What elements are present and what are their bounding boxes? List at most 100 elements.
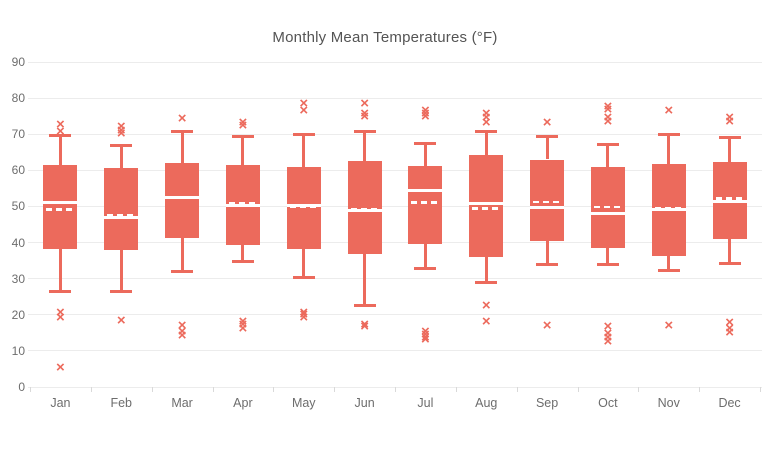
x-axis-label-dec: Dec: [718, 396, 741, 410]
x-axis-label-aug: Aug: [475, 396, 498, 410]
outlier-marker-jul[interactable]: ×: [421, 328, 430, 346]
outlier-marker-jan[interactable]: ×: [56, 116, 65, 134]
outlier-marker-sep[interactable]: ×: [542, 316, 552, 334]
outlier-marker-aug[interactable]: ×: [481, 312, 491, 330]
boxplot-box-may[interactable]: [286, 167, 321, 250]
whisker-upper-feb: [119, 145, 123, 168]
x-axis-tick: [30, 387, 31, 392]
whisker-cap-upper-may: [292, 133, 315, 137]
outlier-marker-mar[interactable]: ×: [177, 109, 187, 127]
outlier-marker-sep[interactable]: ×: [542, 113, 552, 131]
x-axis-label-may: May: [291, 396, 316, 410]
outlier-marker-apr[interactable]: ×: [238, 320, 248, 338]
outlier-marker-aug[interactable]: ×: [481, 297, 491, 315]
whisker-upper-nov: [667, 134, 671, 164]
outlier-marker-aug[interactable]: ×: [481, 113, 491, 131]
x-axis-tick: [90, 387, 92, 392]
outlier-marker-jan[interactable]: ×: [56, 309, 65, 327]
whisker-cap-upper-aug: [475, 130, 498, 134]
median-line-may: [286, 203, 321, 207]
boxplot-box-feb[interactable]: [104, 167, 139, 251]
outlier-marker-nov[interactable]: ×: [664, 316, 674, 334]
outlier-marker-jun[interactable]: ×: [360, 315, 369, 333]
outlier-marker-feb[interactable]: ×: [116, 117, 126, 135]
outlier-marker-apr[interactable]: ×: [238, 312, 248, 330]
outlier-marker-jun[interactable]: ×: [360, 318, 369, 336]
boxplot-box-jan[interactable]: [43, 164, 78, 250]
whisker-upper-may: [302, 134, 306, 168]
boxplot-box-jul[interactable]: [408, 166, 443, 244]
outlier-marker-dec[interactable]: ×: [725, 113, 734, 131]
x-axis-tick: [760, 387, 761, 392]
outlier-marker-oct[interactable]: ×: [603, 113, 613, 131]
whisker-cap-lower-oct: [596, 262, 619, 266]
whisker-cap-lower-jun: [353, 304, 376, 308]
outlier-marker-oct[interactable]: ×: [603, 333, 613, 351]
whisker-cap-upper-apr: [231, 134, 254, 138]
outlier-marker-dec[interactable]: ×: [725, 314, 734, 332]
boxplot-box-mar[interactable]: [165, 162, 200, 238]
outlier-marker-feb[interactable]: ×: [116, 121, 126, 139]
outlier-marker-oct[interactable]: ×: [603, 108, 613, 126]
outlier-marker-nov[interactable]: ×: [664, 102, 674, 120]
outlier-marker-jul[interactable]: ×: [421, 325, 430, 343]
outlier-marker-oct[interactable]: ×: [603, 100, 613, 118]
outlier-marker-dec[interactable]: ×: [725, 319, 734, 337]
outlier-marker-apr[interactable]: ×: [238, 114, 248, 132]
outlier-marker-feb[interactable]: ×: [116, 311, 126, 329]
outlier-marker-aug[interactable]: ×: [481, 108, 491, 126]
x-axis-label-jan: Jan: [50, 396, 71, 410]
outlier-marker-jun[interactable]: ×: [360, 104, 369, 122]
outlier-marker-jan[interactable]: ×: [56, 303, 65, 321]
outlier-marker-oct[interactable]: ×: [603, 329, 613, 347]
boxplot-box-sep[interactable]: [530, 159, 565, 242]
gridline: [28, 133, 762, 135]
outlier-marker-feb[interactable]: ×: [116, 125, 126, 143]
outlier-marker-dec[interactable]: ×: [725, 109, 734, 127]
y-axis-tick-label: 40: [11, 235, 25, 250]
median-line-sep: [530, 206, 565, 210]
outlier-marker-jun[interactable]: ×: [360, 108, 369, 126]
x-axis-label-feb: Feb: [110, 396, 133, 410]
outlier-marker-may[interactable]: ×: [299, 303, 309, 321]
whisker-upper-oct: [606, 143, 610, 167]
whisker-upper-jul: [423, 142, 427, 166]
outlier-marker-jan[interactable]: ×: [56, 123, 65, 141]
outlier-marker-jul[interactable]: ×: [421, 102, 430, 120]
median-line-apr: [225, 203, 260, 207]
outlier-marker-jul[interactable]: ×: [421, 330, 430, 348]
whisker-upper-jun: [363, 131, 367, 161]
outlier-marker-oct[interactable]: ×: [603, 318, 613, 336]
outlier-marker-jul[interactable]: ×: [421, 107, 430, 125]
outlier-marker-may[interactable]: ×: [299, 102, 309, 120]
whisker-lower-feb: [119, 250, 123, 292]
boxplot-box-jun[interactable]: [347, 160, 382, 255]
outlier-marker-jul[interactable]: ×: [421, 105, 430, 123]
whisker-cap-upper-jul: [414, 141, 437, 145]
outlier-marker-aug[interactable]: ×: [481, 105, 491, 123]
x-axis-label-apr: Apr: [233, 396, 253, 410]
outlier-marker-oct[interactable]: ×: [603, 98, 613, 116]
boxplot-box-aug[interactable]: [469, 154, 504, 258]
outlier-marker-jun[interactable]: ×: [360, 94, 369, 112]
outlier-marker-apr[interactable]: ×: [238, 116, 248, 134]
outlier-marker-may[interactable]: ×: [299, 95, 309, 113]
whisker-lower-dec: [728, 238, 732, 264]
median-line-mar: [165, 196, 200, 200]
outlier-marker-apr[interactable]: ×: [238, 315, 248, 333]
outlier-marker-jan[interactable]: ×: [56, 359, 65, 377]
x-axis-tick: [699, 387, 701, 392]
outlier-marker-oct[interactable]: ×: [603, 325, 613, 343]
outlier-marker-jul[interactable]: ×: [421, 323, 430, 341]
outlier-marker-mar[interactable]: ×: [177, 327, 187, 345]
outlier-marker-mar[interactable]: ×: [177, 322, 187, 340]
outlier-marker-may[interactable]: ×: [299, 306, 309, 324]
mean-line-feb: [107, 213, 136, 217]
x-axis-tick: [395, 387, 396, 392]
outlier-marker-may[interactable]: ×: [299, 308, 309, 326]
y-axis-tick-label: 70: [11, 127, 25, 142]
outlier-marker-dec[interactable]: ×: [725, 324, 734, 342]
mean-line-jul: [411, 201, 440, 204]
outlier-marker-mar[interactable]: ×: [177, 317, 187, 335]
